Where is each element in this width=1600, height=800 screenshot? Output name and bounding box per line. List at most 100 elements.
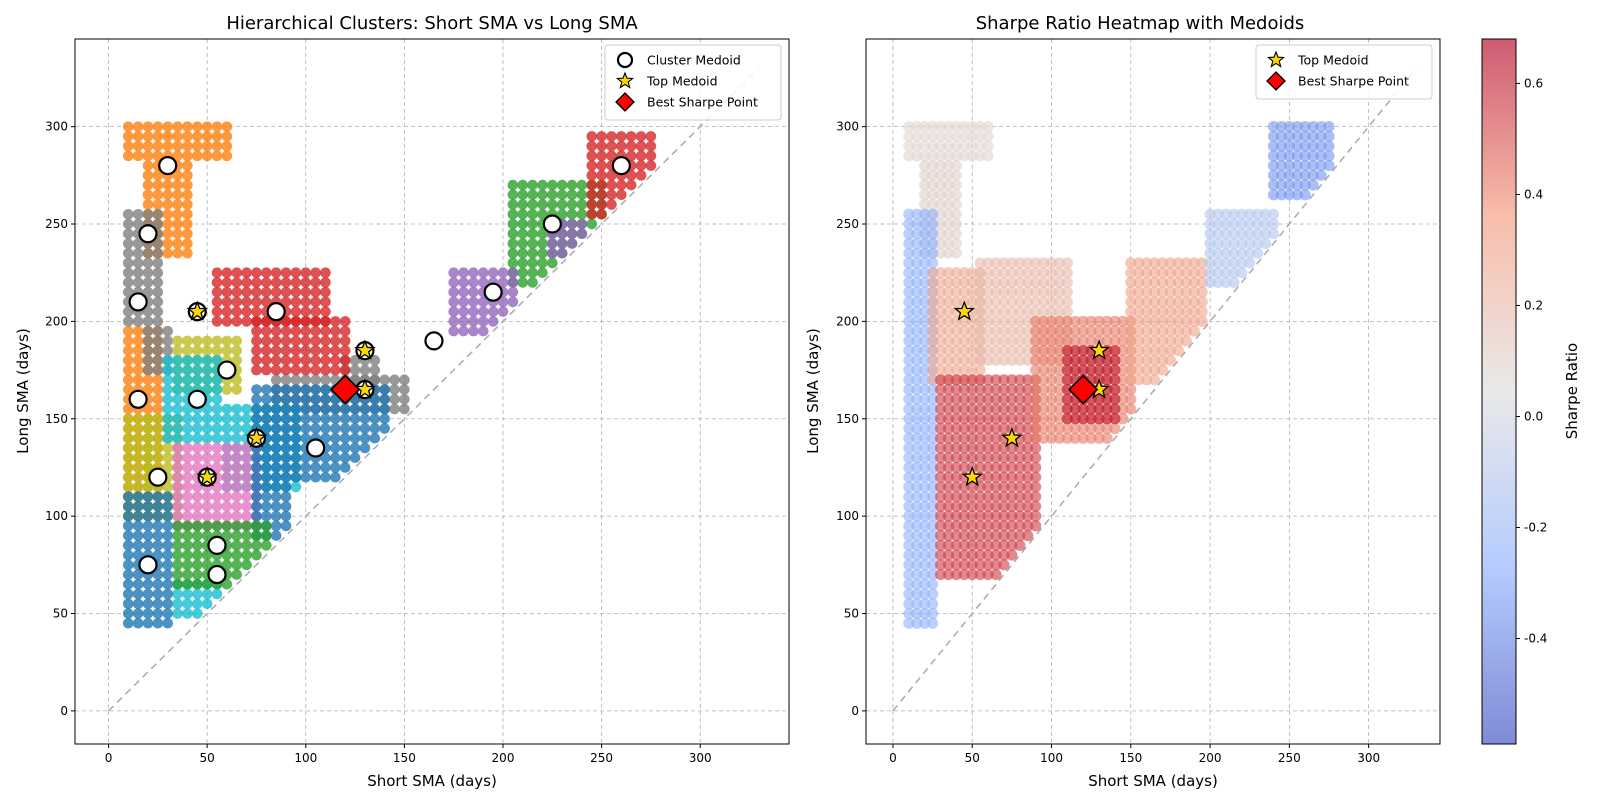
heatmap-point — [1172, 306, 1184, 318]
cluster-point — [152, 199, 164, 210]
cluster-point — [221, 296, 233, 308]
cluster-point — [241, 442, 252, 454]
heatmap-point — [903, 481, 915, 493]
cluster-point — [122, 403, 134, 415]
heatmap-point — [1069, 345, 1081, 357]
cluster-point — [270, 393, 282, 405]
cluster-point — [586, 131, 598, 142]
heatmap-point — [926, 208, 939, 220]
cluster-point — [280, 355, 292, 366]
cluster-point — [201, 364, 213, 376]
cluster-point — [566, 199, 578, 210]
cluster-point — [162, 540, 174, 551]
cluster-point — [261, 481, 272, 493]
heatmap-point — [966, 296, 978, 308]
heatmap-point — [1220, 247, 1232, 259]
cluster-point — [211, 481, 223, 493]
cluster-point — [122, 462, 134, 473]
cluster-point — [132, 471, 144, 483]
heatmap-point — [950, 374, 962, 386]
cluster-point — [349, 432, 361, 444]
heatmap-point — [950, 218, 962, 230]
cluster-point — [507, 277, 519, 288]
cluster-point — [211, 277, 223, 288]
cluster-point — [261, 355, 272, 366]
heatmap-point — [982, 510, 994, 522]
cluster-point — [497, 296, 509, 308]
cluster-point — [310, 296, 321, 308]
heatmap-point — [1117, 393, 1129, 405]
heatmap-point — [1244, 228, 1256, 240]
cluster-point — [152, 179, 164, 191]
heatmap-point — [1006, 491, 1018, 503]
cluster-point — [468, 277, 479, 288]
cluster-point — [330, 452, 341, 464]
cluster-point — [191, 579, 203, 590]
heatmap-point — [1244, 208, 1256, 220]
heatmap-point — [1299, 159, 1311, 172]
heatmap-point — [1053, 257, 1066, 269]
cluster-point — [280, 462, 292, 473]
heatmap-point — [942, 325, 955, 337]
heatmap-point — [926, 228, 939, 240]
heatmap-point — [1006, 452, 1018, 464]
heatmap-point — [1022, 452, 1034, 464]
cluster-point — [142, 267, 154, 279]
cluster-point — [211, 403, 223, 415]
cluster-point — [458, 296, 469, 308]
heatmap-point — [911, 315, 923, 327]
cluster-point — [122, 238, 134, 249]
cluster-point — [191, 549, 203, 561]
heatmap-point — [1014, 383, 1026, 396]
heatmap-point — [1101, 403, 1113, 415]
cluster-point — [172, 549, 183, 561]
cluster-point — [122, 559, 134, 571]
cluster-point — [261, 452, 272, 464]
heatmap-point — [990, 383, 1002, 396]
cluster-point — [379, 384, 390, 395]
legend-box — [1255, 44, 1433, 100]
cluster-point — [586, 170, 598, 181]
cluster-point — [132, 549, 144, 561]
y-tick-label: 100 — [836, 509, 859, 523]
heatmap-point — [974, 267, 986, 279]
heatmap-point — [903, 228, 915, 240]
heatmap-point — [942, 568, 955, 581]
cluster-point — [290, 355, 302, 366]
cluster-point — [280, 345, 292, 356]
cluster-point — [231, 355, 243, 366]
heatmap-point — [911, 121, 923, 133]
heatmap-point — [1077, 413, 1089, 425]
cluster-point — [122, 150, 134, 162]
x-tick-label: 100 — [294, 751, 317, 765]
cluster-point — [221, 267, 233, 279]
cluster-point — [320, 296, 331, 308]
cluster-point — [152, 316, 164, 327]
heatmap-point — [1204, 267, 1216, 279]
cluster-point — [359, 413, 371, 425]
heatmap-point — [966, 481, 978, 493]
cluster-point — [300, 423, 312, 434]
cluster-point — [152, 335, 164, 347]
medoid-marker — [217, 360, 237, 380]
cluster-point — [221, 491, 233, 502]
heatmap-point — [911, 364, 923, 376]
cluster-point — [261, 267, 272, 279]
cluster-point — [231, 559, 243, 571]
cluster-point — [606, 199, 617, 210]
heatmap-point — [934, 306, 947, 318]
heatmap-point — [934, 218, 947, 230]
cluster-point — [339, 335, 351, 347]
cluster-point — [310, 403, 321, 415]
cluster-point — [211, 588, 223, 600]
cluster-point — [320, 364, 331, 376]
cluster-point — [201, 432, 213, 444]
heatmap-point — [1172, 315, 1184, 327]
top-medoids — [953, 300, 1110, 487]
heatmap-point — [1077, 422, 1089, 435]
cluster-point — [300, 462, 312, 473]
heatmap-point — [950, 228, 962, 240]
heatmap-point — [998, 257, 1010, 269]
